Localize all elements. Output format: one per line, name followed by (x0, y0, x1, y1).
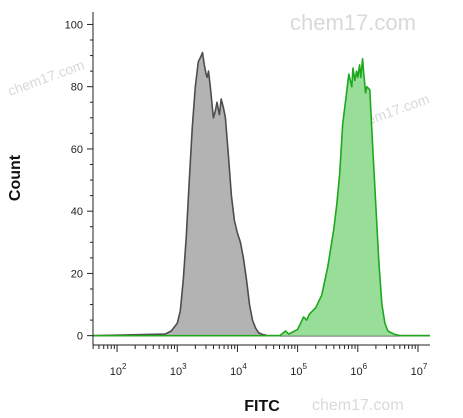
x-tick-label: 107 (411, 362, 428, 378)
y-axis-title: Count (7, 154, 24, 201)
x-tick-label: 102 (110, 362, 127, 378)
histogram-areas (92, 51, 430, 337)
x-axis: 102 103 104 105 106 107 (92, 345, 428, 378)
x-axis-title: FITC (244, 398, 280, 415)
x-tick-label: 104 (230, 362, 247, 378)
y-tick-label: 20 (71, 268, 83, 280)
x-tick-label: 105 (290, 362, 307, 378)
histogram-fill-2 (93, 58, 430, 336)
watermark-top-right: chem17.com (290, 10, 416, 35)
y-tick-label: 0 (77, 331, 83, 343)
histogram-outline-2 (93, 57, 430, 337)
y-tick-label: 100 (65, 19, 83, 31)
y-axis: 0 20 40 60 80 100 (65, 19, 93, 343)
histogram-outline-1 (92, 51, 430, 337)
y-tick-label: 60 (71, 144, 83, 156)
x-tick-label: 103 (170, 362, 187, 378)
x-tick-label: 106 (350, 362, 367, 378)
y-tick-label: 80 (71, 82, 83, 94)
watermark-bottom-right: chem17.com (312, 397, 404, 414)
y-tick-label: 40 (71, 206, 83, 218)
